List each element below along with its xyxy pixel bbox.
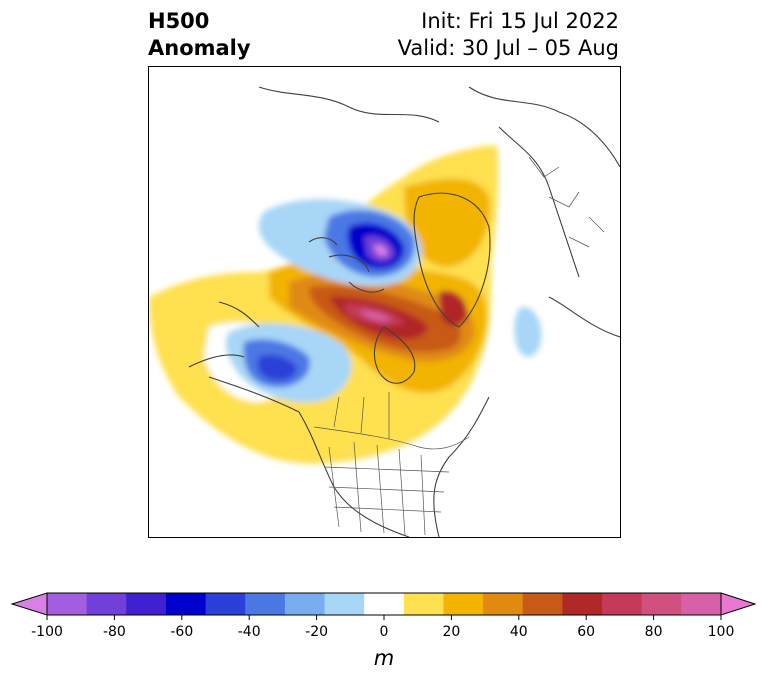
colorbar-bin bbox=[165, 593, 207, 615]
colorbar-bin bbox=[245, 593, 286, 615]
colorbar-units: m bbox=[373, 646, 395, 670]
coastline-greenland bbox=[413, 192, 491, 328]
colorbar-bin bbox=[86, 593, 127, 615]
colorbar-bin bbox=[205, 593, 246, 615]
valid-range: Valid: 30 Jul – 05 Aug bbox=[397, 36, 619, 60]
colorbar-bin bbox=[403, 593, 444, 615]
colorbar-tick-label: -100 bbox=[31, 624, 63, 640]
canada-province-borders bbox=[333, 392, 390, 439]
colorbar-strip bbox=[10, 592, 757, 620]
negative-anomaly-light-blue-atlantic bbox=[514, 306, 542, 357]
political-borders bbox=[313, 156, 605, 536]
positive-anomaly-pink bbox=[359, 310, 391, 321]
colorbar-extend-low bbox=[10, 592, 48, 616]
europe-borders bbox=[528, 156, 605, 248]
title-variable: H500 bbox=[148, 9, 210, 33]
title-right: Init: Fri 15 Jul 2022 Valid: 30 Jul – 05… bbox=[398, 8, 619, 62]
colorbar-bin bbox=[47, 593, 88, 615]
colorbar-bin bbox=[562, 593, 603, 615]
colorbar-tick-label: -40 bbox=[237, 624, 261, 640]
anomaly-map bbox=[148, 66, 621, 538]
coastline-alaska bbox=[188, 301, 260, 368]
colorbar-tick-label: -20 bbox=[305, 624, 329, 640]
colorbar-bin bbox=[324, 593, 365, 615]
us-state-borders bbox=[323, 441, 450, 536]
colorbar-tick-label: 60 bbox=[577, 624, 596, 640]
title-left: H500 Anomaly bbox=[148, 8, 251, 62]
colorbar-bin bbox=[641, 593, 682, 615]
colorbar-bin bbox=[483, 593, 524, 615]
colorbar-tick-label: -60 bbox=[170, 624, 194, 640]
coastline-hudson-bay bbox=[373, 326, 416, 384]
us-canada-border bbox=[313, 426, 470, 450]
negative-anomaly-dark-blue-pacific bbox=[257, 355, 297, 381]
colorbar-tick-label: 0 bbox=[379, 624, 389, 640]
colorbar-tick-label: -80 bbox=[102, 624, 126, 640]
colorbar: -100 -80 -60 -40 -20 0 20 40 60 80 100 m bbox=[0, 588, 768, 684]
anomaly-shading bbox=[149, 145, 542, 464]
colorbar-extend-high bbox=[720, 592, 757, 616]
colorbar-bin bbox=[602, 593, 643, 615]
negative-anomaly-magenta-north bbox=[374, 244, 388, 257]
title-field: Anomaly bbox=[148, 36, 251, 60]
colorbar-tick-label: 100 bbox=[707, 624, 735, 640]
coastline-north-america-east bbox=[433, 396, 490, 537]
coastline-north-america-west bbox=[208, 376, 410, 537]
coastline-eurasia bbox=[468, 86, 620, 338]
colorbar-tick-label: 20 bbox=[442, 624, 461, 640]
geography-lines bbox=[188, 86, 620, 537]
colorbar-bin bbox=[126, 593, 167, 615]
colorbar-bin bbox=[284, 593, 326, 615]
init-date: Init: Fri 15 Jul 2022 bbox=[421, 9, 619, 33]
colorbar-bin bbox=[522, 593, 563, 615]
coastline-arctic-islands bbox=[308, 237, 385, 293]
colorbar-bin bbox=[443, 593, 484, 615]
map-canvas bbox=[149, 86, 620, 537]
colorbar-tick-label: 40 bbox=[509, 624, 528, 640]
colorbar-tick-label: 80 bbox=[644, 624, 663, 640]
colorbar-bin bbox=[364, 593, 405, 615]
coastline-siberia bbox=[258, 86, 440, 123]
colorbar-bin bbox=[681, 593, 722, 615]
